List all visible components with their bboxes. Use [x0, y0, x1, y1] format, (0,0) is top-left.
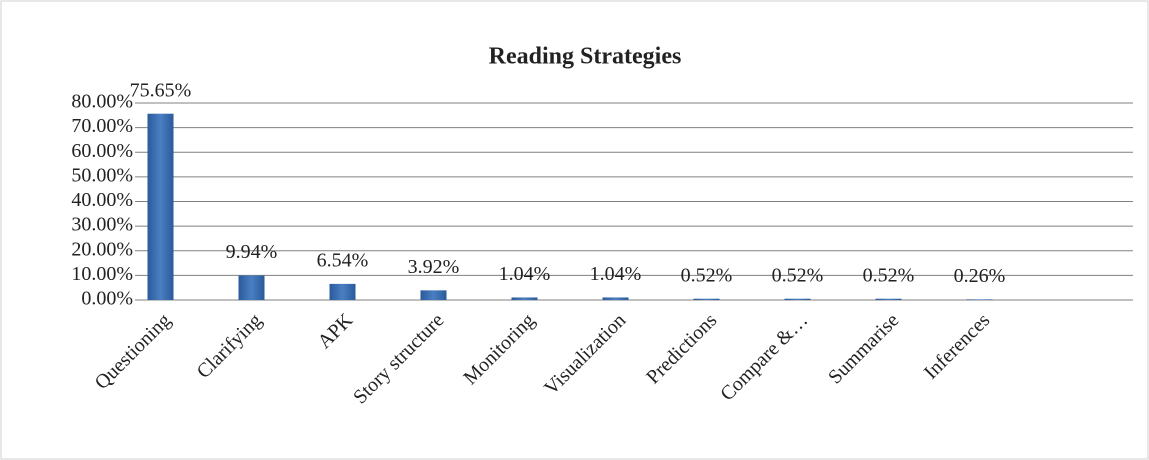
value-label: 1.04%	[499, 263, 551, 285]
bar	[785, 299, 811, 300]
bar	[967, 299, 993, 300]
y-tick-label: 80.00%	[71, 91, 133, 113]
value-label: 0.52%	[681, 264, 733, 286]
chart-title: Reading Strategies	[489, 44, 682, 70]
bar	[512, 297, 538, 300]
value-label: 0.26%	[954, 265, 1006, 287]
y-tick-label: 60.00%	[71, 140, 133, 162]
value-label: 75.65%	[130, 79, 192, 101]
bar	[694, 299, 720, 300]
y-tick-label: 40.00%	[71, 189, 133, 211]
y-tick-label: 0.00%	[81, 288, 133, 310]
y-tick-label: 30.00%	[71, 214, 133, 236]
y-tick-label: 20.00%	[71, 238, 133, 260]
value-label: 0.52%	[863, 264, 915, 286]
value-label: 9.94%	[226, 241, 278, 263]
value-label: 3.92%	[408, 256, 460, 278]
bar	[330, 284, 356, 300]
chart: Reading Strategies 0.00% 10.00% 20.00%30.0…	[0, 0, 1149, 460]
bar	[421, 290, 447, 300]
y-tick-label: 70.00%	[71, 115, 133, 137]
value-label: 1.04%	[590, 263, 642, 285]
value-label: 0.52%	[772, 264, 824, 286]
bar	[148, 114, 174, 300]
bar	[603, 297, 629, 300]
value-label: 6.54%	[317, 249, 369, 271]
bar	[239, 276, 265, 300]
y-tick-label: 50.00%	[71, 164, 133, 186]
bar	[876, 299, 902, 300]
y-tick-label: 10.00%	[71, 263, 133, 285]
